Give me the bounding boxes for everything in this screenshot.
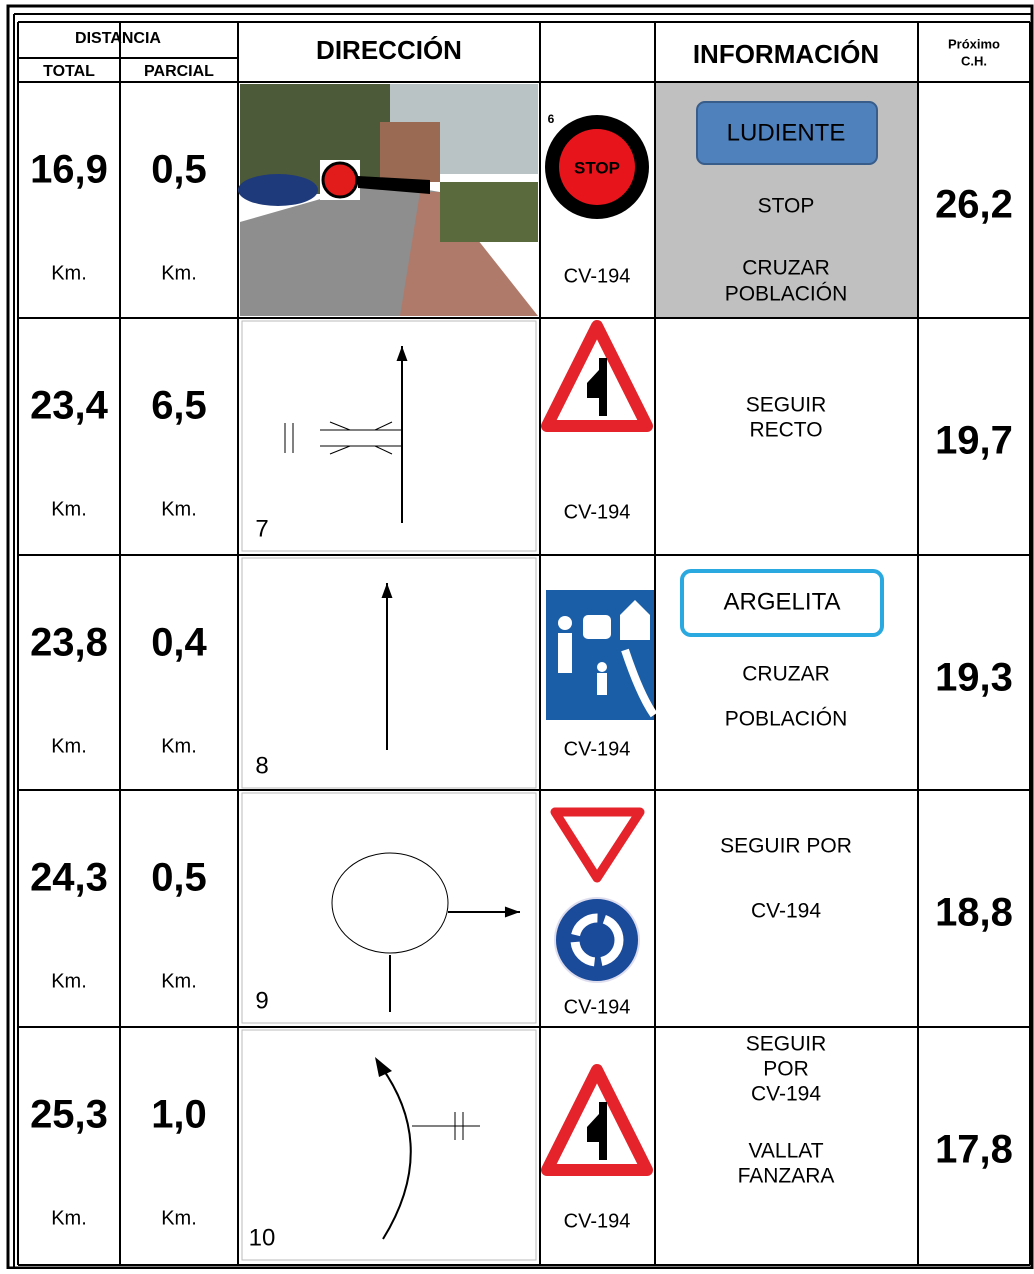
unit: Km. [161, 498, 197, 520]
sign-figure [597, 673, 607, 695]
info-line: RECTO [749, 419, 822, 442]
unit: Km. [51, 498, 87, 520]
info-line: CRUZAR [742, 257, 830, 280]
sign-figure [558, 616, 572, 630]
arrow-head [375, 1057, 392, 1077]
unit: Km. [161, 735, 197, 757]
curve-road [379, 1064, 412, 1240]
info-line: CRUZAR [742, 663, 830, 686]
yield-sign [550, 807, 645, 883]
sign-symbol [587, 370, 599, 398]
partial-distance: 6,5 [151, 384, 207, 428]
photo-stop [321, 161, 359, 199]
sign-figure [597, 662, 607, 672]
header-distancia: DISTANCIA [75, 30, 161, 47]
stop-disc [559, 129, 635, 205]
info-line: SEGUIR [746, 1033, 827, 1056]
roundabout-arrows [570, 913, 624, 967]
road-name: CV-194 [564, 501, 631, 523]
info-line: POBLACIÓN [725, 283, 848, 306]
header-total: TOTAL [43, 63, 95, 80]
next-checkpoint: 26,2 [935, 183, 1013, 227]
next-checkpoint: 17,8 [935, 1128, 1013, 1172]
unit: Km. [51, 735, 87, 757]
sign-lane [621, 648, 658, 718]
info-line: POBLACIÓN [725, 708, 848, 731]
info-line: POR [763, 1058, 809, 1081]
total-distance: 24,3 [30, 856, 108, 900]
sign-text: STOP [574, 158, 620, 177]
sign-figure [583, 615, 611, 639]
road-name: CV-194 [564, 1210, 631, 1232]
unit: Km. [161, 970, 197, 992]
info-line: FANZARA [738, 1165, 835, 1188]
header-proximo: Próximo [948, 36, 1000, 51]
header-informacion: INFORMACIÓN [693, 39, 879, 69]
diagram-panel [241, 1029, 537, 1261]
info-box-label: LUDIENTE [727, 119, 846, 146]
sign-number: 6 [548, 112, 555, 126]
diagram-number: 10 [249, 1224, 276, 1251]
header-parcial: PARCIAL [144, 63, 214, 80]
info-line: SEGUIR [746, 394, 827, 417]
info-box-label: ARGELITA [724, 588, 841, 615]
roundabout-sign [554, 897, 640, 983]
next-checkpoint: 18,8 [935, 891, 1013, 935]
photo-sidewalk [400, 192, 538, 316]
total-distance: 23,8 [30, 621, 108, 665]
diagram-number: 8 [255, 752, 268, 779]
partial-distance: 1,0 [151, 1093, 207, 1137]
unit: Km. [51, 1207, 87, 1229]
diagram-number: 7 [255, 515, 268, 542]
arrow-head [396, 346, 408, 362]
next-checkpoint: 19,3 [935, 656, 1013, 700]
header-direccion: DIRECCIÓN [316, 35, 462, 65]
road-name: CV-194 [564, 265, 631, 287]
header-proximo: C.H. [961, 53, 987, 68]
arrow-head [381, 583, 393, 599]
info-box [680, 569, 884, 637]
road-name: CV-194 [564, 738, 631, 760]
info-line: STOP [758, 195, 815, 218]
roundabout [331, 852, 449, 954]
next-checkpoint: 19,7 [935, 419, 1013, 463]
unit: Km. [161, 1207, 197, 1229]
sign-symbol [587, 1114, 599, 1142]
info-box [696, 101, 878, 165]
diagram-panel [241, 320, 537, 552]
photo-building [380, 122, 440, 182]
sign-symbol [599, 1102, 607, 1160]
road-name: CV-194 [564, 996, 631, 1018]
partial-distance: 0,4 [151, 621, 207, 665]
sign-figure [558, 633, 572, 673]
unit: Km. [161, 262, 197, 284]
info-line: CV-194 [751, 900, 821, 923]
partial-distance: 0,5 [151, 856, 207, 900]
photo-verge [440, 182, 538, 242]
total-distance: 23,4 [30, 384, 109, 428]
sign-house [620, 600, 650, 640]
total-distance: 25,3 [30, 1093, 108, 1137]
info-line: SEGUIR POR [720, 835, 852, 858]
unit: Km. [51, 970, 87, 992]
partial-distance: 0,5 [151, 148, 207, 192]
unit: Km. [51, 262, 87, 284]
info-line: VALLAT [748, 1140, 823, 1163]
photo-bar [358, 176, 430, 194]
outer-border [6, 4, 1034, 1270]
photo-car [238, 174, 318, 206]
road-flare [329, 421, 393, 455]
diagram-number: 9 [255, 987, 268, 1014]
total-distance: 16,9 [30, 148, 108, 192]
info-line: CV-194 [751, 1083, 821, 1106]
sign-symbol [599, 358, 607, 416]
arrow-head [504, 906, 520, 918]
